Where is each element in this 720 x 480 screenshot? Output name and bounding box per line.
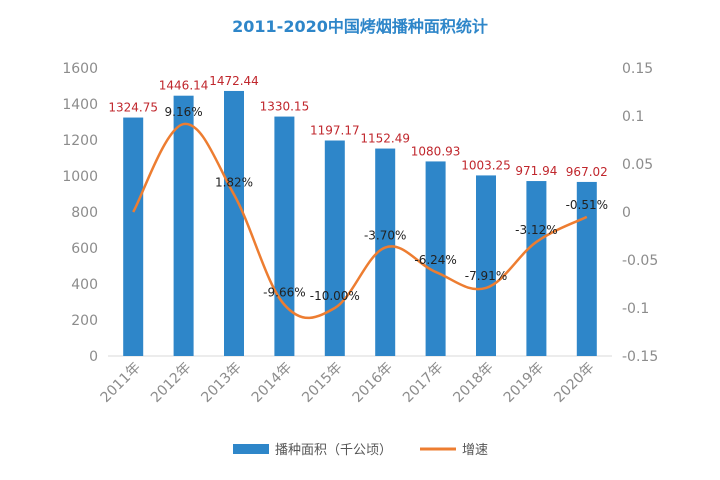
line-data-label: -3.12%: [515, 223, 557, 237]
bar-data-label: 1197.17: [310, 124, 360, 138]
bar-data-label: 1446.14: [159, 79, 209, 93]
x-tick-label: 2011年: [98, 360, 144, 406]
bar: [123, 117, 144, 356]
y-left-tick-label: 800: [71, 205, 98, 221]
bar: [173, 95, 194, 357]
bar: [476, 175, 496, 356]
legend-swatch-bar: [233, 444, 269, 454]
bar-data-label: 967.02: [566, 165, 608, 179]
line-data-label: -0.51%: [566, 198, 608, 212]
y-right-tick-label: 0.15: [622, 61, 653, 77]
growth-line: [132, 122, 588, 320]
y-right-axis: -0.15 -0.1 -0.05 0 0.05 0.1 0.15: [622, 61, 658, 365]
y-left-tick-label: 1400: [62, 97, 98, 113]
y-right-tick-label: 0: [622, 205, 631, 221]
y-left-tick-label: 1000: [62, 169, 98, 185]
bar-data-label: 1080.93: [411, 144, 461, 158]
bar: [375, 148, 396, 356]
bar-series: [123, 90, 597, 357]
line-data-label: -7.91%: [465, 269, 507, 283]
bar: [425, 161, 446, 356]
x-tick-label: 2017年: [400, 360, 446, 406]
line-data-label: 1.82%: [215, 176, 253, 190]
bar: [224, 90, 244, 356]
x-tick-label: 2012年: [148, 360, 194, 406]
bar-data-label: 971.94: [515, 164, 557, 178]
line-data-labels: 9.16% 1.82% -9.66% -10.00% -3.70% -6.24% -7.91…: [165, 105, 608, 303]
line-data-label: -10.00%: [310, 289, 360, 303]
y-right-tick-label: 0.05: [622, 157, 653, 173]
y-right-tick-label: 0.1: [622, 109, 644, 125]
x-tick-label: 2018年: [450, 360, 496, 406]
x-tick-label: 2014年: [249, 360, 295, 406]
x-tick-label: 2019年: [501, 360, 547, 406]
bar: [324, 140, 345, 356]
y-left-tick-label: 400: [71, 277, 98, 293]
x-axis: 2011年 2012年 2013年 2014年 2015年 2016年 2017年 2018年…: [98, 360, 598, 406]
bar-data-label: 1472.44: [209, 74, 259, 88]
y-right-tick-label: -0.05: [622, 253, 658, 269]
legend-label-line: 增速: [462, 443, 488, 458]
y-left-tick-label: 600: [71, 241, 98, 257]
y-left-tick-label: 200: [71, 313, 98, 329]
line-data-label: -3.70%: [364, 229, 406, 243]
bar: [274, 116, 295, 356]
bar-data-label: 1152.49: [360, 132, 410, 146]
y-left-axis: 0 200 400 600 800 1000 1200 1400 1600: [62, 61, 98, 365]
bar-data-label: 1330.15: [260, 100, 310, 114]
chart-title: 2011-2020中国烤烟播种面积统计: [232, 17, 488, 36]
y-left-tick-label: 1200: [62, 133, 98, 149]
line-data-label: 9.16%: [165, 105, 203, 119]
line-data-label: -9.66%: [263, 286, 305, 300]
legend-label-bar: 播种面积（千公顷）: [275, 443, 392, 458]
bar: [526, 181, 547, 356]
line-data-label: -6.24%: [414, 253, 456, 267]
bar: [576, 181, 597, 356]
legend: 播种面积（千公顷） 增速: [233, 443, 488, 458]
x-tick-label: 2013年: [198, 360, 244, 406]
y-left-tick-label: 0: [89, 349, 98, 365]
bar-data-label: 1003.25: [461, 158, 511, 172]
line-series: [132, 122, 588, 320]
y-left-tick-label: 1600: [62, 61, 98, 77]
x-tick-label: 2020年: [551, 360, 597, 406]
bar-data-label: 1324.75: [108, 101, 158, 115]
y-right-tick-label: -0.15: [622, 349, 658, 365]
y-right-tick-label: -0.1: [622, 301, 649, 317]
x-tick-label: 2015年: [299, 360, 345, 406]
x-tick-label: 2016年: [350, 360, 396, 406]
